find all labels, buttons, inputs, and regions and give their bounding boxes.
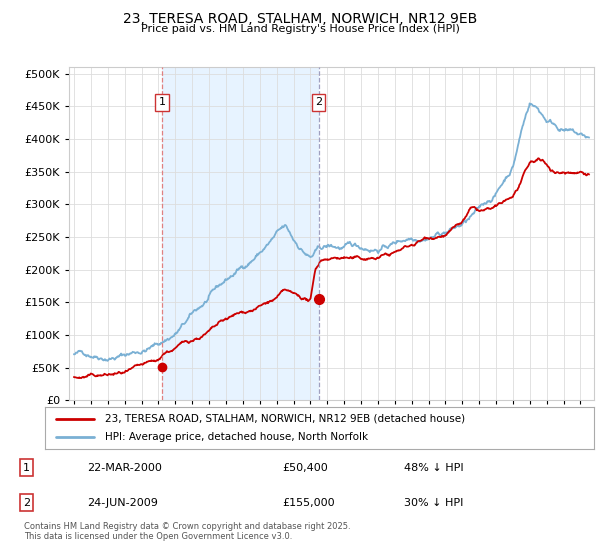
Text: 23, TERESA ROAD, STALHAM, NORWICH, NR12 9EB: 23, TERESA ROAD, STALHAM, NORWICH, NR12 … [123, 12, 477, 26]
Text: Contains HM Land Registry data © Crown copyright and database right 2025.
This d: Contains HM Land Registry data © Crown c… [24, 522, 350, 542]
Text: 24-JUN-2009: 24-JUN-2009 [87, 497, 158, 507]
Text: Price paid vs. HM Land Registry's House Price Index (HPI): Price paid vs. HM Land Registry's House … [140, 24, 460, 34]
Text: 23, TERESA ROAD, STALHAM, NORWICH, NR12 9EB (detached house): 23, TERESA ROAD, STALHAM, NORWICH, NR12 … [106, 414, 466, 424]
Text: 2: 2 [23, 497, 30, 507]
Text: 48% ↓ HPI: 48% ↓ HPI [404, 463, 463, 473]
Text: £50,400: £50,400 [283, 463, 328, 473]
Text: 30% ↓ HPI: 30% ↓ HPI [404, 497, 463, 507]
Text: 22-MAR-2000: 22-MAR-2000 [87, 463, 162, 473]
Text: £155,000: £155,000 [283, 497, 335, 507]
Text: 2: 2 [315, 97, 322, 107]
Text: 1: 1 [23, 463, 30, 473]
Text: 1: 1 [158, 97, 166, 107]
Bar [162, 67, 319, 400]
Text: HPI: Average price, detached house, North Norfolk: HPI: Average price, detached house, Nort… [106, 432, 368, 442]
